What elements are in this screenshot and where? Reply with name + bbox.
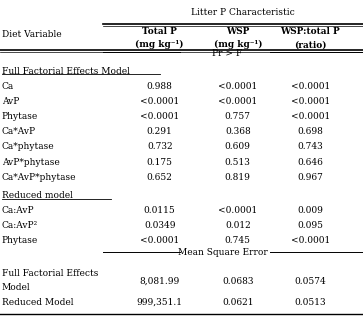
Text: 8,081.99: 8,081.99 xyxy=(140,277,180,286)
Text: Reduced model: Reduced model xyxy=(2,191,73,200)
Text: 0.819: 0.819 xyxy=(225,173,251,182)
Text: Phytase: Phytase xyxy=(2,236,38,245)
Text: 0.0513: 0.0513 xyxy=(294,297,326,307)
Text: 0.745: 0.745 xyxy=(225,236,251,245)
Text: <0.0001: <0.0001 xyxy=(140,112,179,121)
Text: Ca*phytase: Ca*phytase xyxy=(2,142,54,152)
Text: 0.009: 0.009 xyxy=(297,206,323,215)
Text: Ca: Ca xyxy=(2,82,14,91)
Text: 0.652: 0.652 xyxy=(147,173,173,182)
Text: 0.368: 0.368 xyxy=(225,127,250,136)
Text: 0.757: 0.757 xyxy=(225,112,251,121)
Text: Pr > F: Pr > F xyxy=(212,49,242,57)
Text: Ca:AvP: Ca:AvP xyxy=(2,206,34,215)
Text: 0.175: 0.175 xyxy=(147,158,173,167)
Text: Phytase: Phytase xyxy=(2,112,38,121)
Text: 0.0621: 0.0621 xyxy=(222,297,253,307)
Text: Ca*AvP*phytase: Ca*AvP*phytase xyxy=(2,173,76,182)
Text: AvP*phytase: AvP*phytase xyxy=(2,158,60,167)
Text: 0.967: 0.967 xyxy=(297,173,323,182)
Text: Mean Square Error: Mean Square Error xyxy=(178,248,268,257)
Text: 0.732: 0.732 xyxy=(147,142,172,152)
Text: <0.0001: <0.0001 xyxy=(291,236,330,245)
Text: Total P: Total P xyxy=(142,27,177,35)
Text: 0.988: 0.988 xyxy=(147,82,173,91)
Text: 0.698: 0.698 xyxy=(297,127,323,136)
Text: 0.095: 0.095 xyxy=(297,221,323,230)
Text: <0.0001: <0.0001 xyxy=(291,82,330,91)
Text: 0.0574: 0.0574 xyxy=(294,277,326,286)
Text: Full Factorial Effects: Full Factorial Effects xyxy=(2,269,98,278)
Text: <0.0001: <0.0001 xyxy=(218,97,257,106)
Text: (mg kg⁻¹): (mg kg⁻¹) xyxy=(213,40,262,50)
Text: 0.513: 0.513 xyxy=(225,158,251,167)
Text: Model: Model xyxy=(2,283,30,292)
Text: 0.291: 0.291 xyxy=(147,127,172,136)
Text: Diet Variable: Diet Variable xyxy=(2,30,61,39)
Text: <0.0001: <0.0001 xyxy=(140,97,179,106)
Text: <0.0001: <0.0001 xyxy=(218,82,257,91)
Text: 0.609: 0.609 xyxy=(225,142,251,152)
Text: Litter P Characteristic: Litter P Characteristic xyxy=(191,8,295,17)
Text: <0.0001: <0.0001 xyxy=(291,97,330,106)
Text: Ca*AvP: Ca*AvP xyxy=(2,127,36,136)
Text: <0.0001: <0.0001 xyxy=(140,236,179,245)
Text: 0.743: 0.743 xyxy=(298,142,323,152)
Text: 0.0683: 0.0683 xyxy=(222,277,253,286)
Text: Ca:AvP²: Ca:AvP² xyxy=(2,221,38,230)
Text: WSP: WSP xyxy=(226,27,249,35)
Text: WSP:total P: WSP:total P xyxy=(281,27,340,35)
Text: Reduced Model: Reduced Model xyxy=(2,297,73,307)
Text: <0.0001: <0.0001 xyxy=(291,112,330,121)
Text: Full Factorial Effects Model: Full Factorial Effects Model xyxy=(2,67,130,76)
Text: 999,351.1: 999,351.1 xyxy=(137,297,183,307)
Text: 0.0115: 0.0115 xyxy=(144,206,176,215)
Text: <0.0001: <0.0001 xyxy=(218,206,257,215)
Text: (ratio): (ratio) xyxy=(294,40,327,49)
Text: 0.0349: 0.0349 xyxy=(144,221,175,230)
Text: (mg kg⁻¹): (mg kg⁻¹) xyxy=(135,40,184,50)
Text: AvP: AvP xyxy=(2,97,19,106)
Text: 0.012: 0.012 xyxy=(225,221,250,230)
Text: 0.646: 0.646 xyxy=(297,158,323,167)
